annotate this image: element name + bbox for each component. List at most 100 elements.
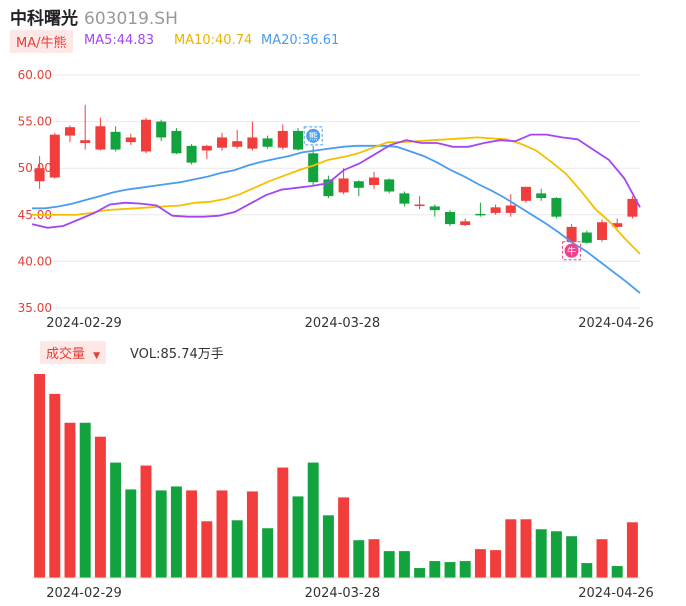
volume-bar (34, 374, 46, 578)
candle-body (384, 179, 395, 192)
signal-frame (303, 126, 323, 146)
candle-body (49, 134, 60, 178)
volume-bar (550, 531, 562, 578)
x-tick-label: 2024-03-28 (305, 316, 381, 331)
candle-body (368, 177, 380, 185)
candle-body (323, 179, 334, 197)
volume-bar (79, 422, 91, 578)
candle-body (505, 205, 516, 213)
volume-bar (566, 536, 578, 578)
ma10-line (32, 136, 641, 255)
candle-body (490, 207, 501, 213)
candle-body (414, 204, 425, 207)
y-tick-label: 40.00 (18, 254, 52, 268)
volume-bar (277, 467, 289, 578)
stock-title: 中科曙光 603019.SH (10, 4, 178, 29)
volume-bar (520, 519, 532, 578)
volume-bar (322, 515, 334, 578)
signal-frame (562, 241, 582, 261)
volume-bar (626, 522, 638, 578)
x-tick-label: 2024-04-26 (578, 586, 654, 601)
candle-body (156, 121, 167, 138)
volume-bar (49, 393, 61, 578)
volume-indicator-tag[interactable]: 成交量 ▼ (40, 341, 107, 364)
signal-badge (306, 128, 321, 143)
volume-bar (429, 561, 441, 578)
volume-bar (444, 562, 456, 578)
candle-body (566, 226, 577, 242)
ma5-line (31, 133, 641, 229)
volume-bar (110, 462, 122, 578)
candle-body (201, 145, 212, 151)
volume-bar (140, 465, 152, 578)
volume-bar (505, 519, 517, 578)
candle-body (612, 223, 623, 227)
signal-badge (564, 243, 579, 258)
candle-body (186, 145, 197, 163)
volume-bar (246, 491, 258, 578)
volume-bar (383, 551, 395, 578)
volume-bar (398, 551, 410, 578)
ma20-line (32, 144, 641, 294)
candle-body (95, 126, 106, 150)
y-tick-label: 55.00 (18, 115, 52, 129)
candle-body (80, 140, 91, 144)
candle-body (125, 137, 136, 143)
volume-bar (414, 568, 426, 578)
volume-bar (490, 550, 502, 578)
candle-body (247, 137, 258, 149)
volume-bar (292, 496, 304, 578)
candle-body (262, 138, 273, 147)
volume-tag-label: 成交量 (46, 347, 86, 362)
candle-body (444, 212, 456, 225)
candle-body (596, 222, 608, 240)
candle-body (64, 127, 76, 136)
x-tick-label: 2024-02-29 (46, 316, 122, 331)
volume-bar (368, 539, 380, 578)
volume-bar (231, 520, 243, 578)
candle-body (171, 130, 182, 154)
candle-body (399, 193, 410, 204)
bull-signal-icon: 牛 (562, 241, 582, 261)
volume-bar (535, 529, 547, 578)
volume-bar (474, 549, 486, 578)
volume-bar (307, 462, 319, 578)
y-tick-label: 35.00 (18, 301, 52, 315)
candle-body (308, 153, 319, 183)
volume-bar (596, 539, 608, 578)
volume-bar (125, 489, 137, 578)
candle-body (216, 137, 228, 148)
dropdown-triangle-icon: ▼ (93, 351, 101, 361)
candle-body (520, 186, 532, 201)
signal-glyph: 熊 (309, 130, 318, 142)
volume-bar (201, 521, 213, 578)
stock-code: 603019.SH (84, 9, 178, 29)
volume-bar (94, 436, 106, 578)
candle-body (353, 181, 364, 188)
candle-body (551, 198, 562, 217)
candle-body (292, 130, 304, 150)
volume-bar (611, 566, 623, 578)
candle-body (460, 221, 471, 226)
candle-body (536, 193, 547, 199)
candle-body (277, 130, 288, 148)
volume-bar (262, 528, 274, 578)
candle-body (581, 232, 592, 243)
volume-bar (338, 497, 350, 578)
ma-indicator-tag[interactable]: MA/牛熊 (10, 30, 73, 53)
candle-body (232, 141, 243, 147)
candle-body (140, 119, 152, 152)
stock-name: 中科曙光 (10, 9, 78, 29)
volume-bar (155, 490, 167, 578)
candle-body (110, 131, 121, 150)
candle-body (34, 168, 45, 182)
x-tick-label: 2024-03-28 (305, 586, 381, 601)
volume-bar (353, 540, 365, 578)
candle-body (429, 206, 440, 211)
y-tick-label: 60.00 (18, 68, 52, 82)
x-tick-label: 2024-02-29 (46, 586, 122, 601)
volume-value-label: VOL:85.74万手 (130, 347, 224, 362)
bear-signal-icon: 熊 (303, 126, 323, 146)
volume-bar (216, 490, 228, 578)
